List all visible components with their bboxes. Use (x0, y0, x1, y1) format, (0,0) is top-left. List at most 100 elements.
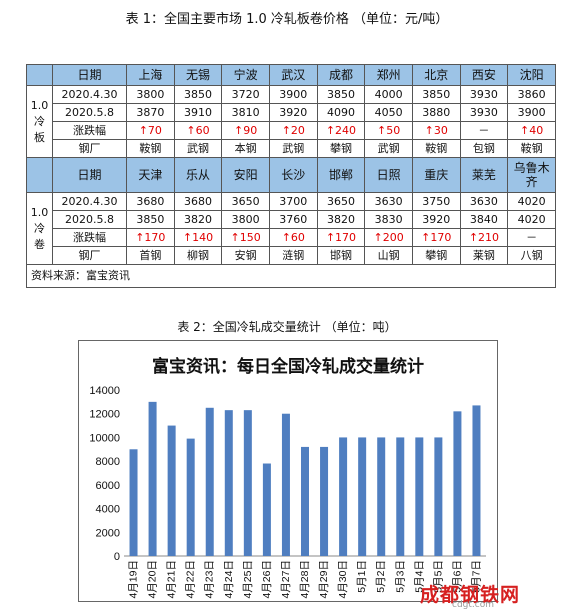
table-cell: 邯钢 (316, 246, 366, 265)
bar (205, 407, 214, 556)
table-cell: 本钢 (221, 139, 270, 158)
x-tick-label: 5月4日 (413, 560, 425, 593)
table-row: 涨跌幅 ↑70 ↑60 ↑90 ↑20 ↑240 ↑50 ↑30 － ↑40 (27, 121, 556, 140)
y-tick-label: 0 (114, 551, 120, 563)
table-cell: 3650 (316, 192, 366, 211)
column-header: 莱芜 (459, 157, 509, 193)
x-tick-label: 4月19日 (128, 560, 140, 599)
table-cell: 3850 (173, 85, 223, 104)
table-cell: 柳钢 (173, 246, 223, 265)
table-cell: 安钢 (221, 246, 270, 265)
table-cell: 3860 (507, 85, 556, 104)
table-row: 涨跌幅 ↑170 ↑140 ↑150 ↑60 ↑170 ↑200 ↑170 ↑210 － (27, 228, 556, 247)
table-row: 1.0 冷卷 2020.4.30 3680 3680 3650 3700 3650 3630 37… (26, 192, 556, 265)
x-tick-label: 5月7日 (470, 560, 482, 593)
x-tick-label: 5月6日 (451, 560, 463, 593)
bar (148, 401, 157, 556)
table-header-row: 日期 天津 乐从 安阳 长沙 邯郸 日照 重庆 莱芜 乌鲁木齐 (26, 157, 556, 193)
table-cell: 首钢 (126, 246, 175, 265)
table-cell: 3920 (268, 103, 318, 122)
watermark-logo: 成都钢铁网 (420, 584, 521, 606)
column-header: 日照 (364, 157, 413, 193)
bar (377, 437, 386, 556)
column-header: 重庆 (411, 157, 461, 193)
y-tick-label: 4000 (96, 504, 120, 516)
table2-title: 表 2：全国冷轧成交量统计 （单位：吨） (177, 320, 397, 334)
table-cell: 3820 (316, 210, 366, 229)
table-header-row: 日期 上海 无锡 宁波 武汉 成都 郑州 北京 西安 沈阳 (26, 64, 556, 86)
y-tick-label: 6000 (96, 480, 120, 492)
bar (472, 405, 481, 556)
table-cell: 3850 (316, 85, 366, 104)
bar (167, 425, 176, 556)
row-group-label-part: 1.0 (30, 98, 49, 112)
table-cell: 鞍钢 (507, 139, 556, 158)
table-cell: 3720 (221, 85, 270, 104)
table-cell: ↑210 (459, 228, 509, 247)
table-cell: 包钢 (459, 139, 509, 158)
table-cell: 3870 (126, 103, 175, 122)
column-header: 郑州 (364, 64, 413, 86)
column-header: 宁波 (221, 64, 270, 86)
table-cell: 3820 (173, 210, 223, 229)
table-cell: 3630 (364, 192, 413, 211)
row-label: 2020.4.30 (52, 85, 127, 104)
table-row: 2020.5.8 3870 3910 3810 3920 4090 4050 3880 3930… (27, 103, 556, 122)
table-cell: ↑140 (173, 228, 223, 247)
table-cell: ↑240 (316, 121, 366, 140)
x-tick-label: 5月3日 (394, 560, 406, 593)
table-cell: ↑70 (126, 121, 175, 140)
row-group-label: 1.0 冷板 (26, 85, 53, 158)
row-label: 2020.5.8 (52, 210, 127, 229)
bar (415, 437, 424, 556)
x-tick-label: 4月30日 (337, 560, 349, 599)
row-group-label-part: 冷 (34, 114, 45, 128)
bar (434, 437, 443, 556)
table-cell: － (507, 228, 556, 247)
bar (224, 410, 233, 556)
x-tick-label: 5月5日 (432, 560, 444, 593)
table-cell: ↑170 (411, 228, 461, 247)
bar (320, 446, 329, 556)
table-cell: 涟钢 (268, 246, 318, 265)
table-cell: ↑60 (173, 121, 223, 140)
table-cell: ↑170 (126, 228, 175, 247)
table-cell: 3680 (173, 192, 223, 211)
table-cell: ↑200 (364, 228, 413, 247)
row-label: 钢厂 (52, 139, 127, 158)
table-cell: 3900 (507, 103, 556, 122)
table-row: 2020.5.8 3850 3820 3800 3760 3820 3830 3920 3840… (27, 210, 556, 229)
table-cell: 鞍钢 (126, 139, 175, 158)
bar (396, 437, 405, 556)
row-group-label-part: 卷 (34, 237, 45, 251)
table-cell: 莱钢 (459, 246, 509, 265)
y-tick-label: 14000 (89, 385, 120, 397)
table-cell: 武钢 (364, 139, 413, 158)
table-cell: ↑150 (221, 228, 270, 247)
table-cell: 4020 (507, 210, 556, 229)
row-group-label-part: 1.0 (30, 205, 49, 219)
table-cell: 3920 (411, 210, 461, 229)
row-label: 2020.4.30 (52, 192, 127, 211)
table-cell: 3630 (459, 192, 509, 211)
column-header: 乌鲁木齐 (507, 157, 556, 193)
column-header: 日期 (52, 157, 127, 193)
column-header: 天津 (126, 157, 175, 193)
table-cell: 3700 (268, 192, 318, 211)
watermark-url: cdgt.com (452, 600, 494, 610)
table-cell: ↑20 (268, 121, 318, 140)
table-row: 钢厂 首钢 柳钢 安钢 涟钢 邯钢 山钢 攀钢 莱钢 八钢 (27, 246, 556, 265)
table1-title: 表 1：全国主要市场 1.0 冷轧板卷价格 （单位：元/吨） (125, 12, 449, 27)
table-cell: 4000 (364, 85, 413, 104)
x-tick-label: 4月27日 (280, 560, 292, 599)
x-tick-label: 4月26日 (261, 560, 273, 599)
table-cell: ↑90 (221, 121, 270, 140)
row-label: 涨跌幅 (52, 121, 127, 140)
column-header: 沈阳 (507, 64, 556, 86)
table-cell: 3760 (268, 210, 318, 229)
row-group-label-part: 板 (34, 130, 45, 144)
x-tick-label: 5月2日 (375, 560, 387, 593)
column-header: 成都 (316, 64, 366, 86)
bar (281, 413, 290, 556)
price-table: 日期 上海 无锡 宁波 武汉 成都 郑州 北京 西安 沈阳 1.0 冷板 2020.4.30 3800 38… (26, 64, 556, 288)
